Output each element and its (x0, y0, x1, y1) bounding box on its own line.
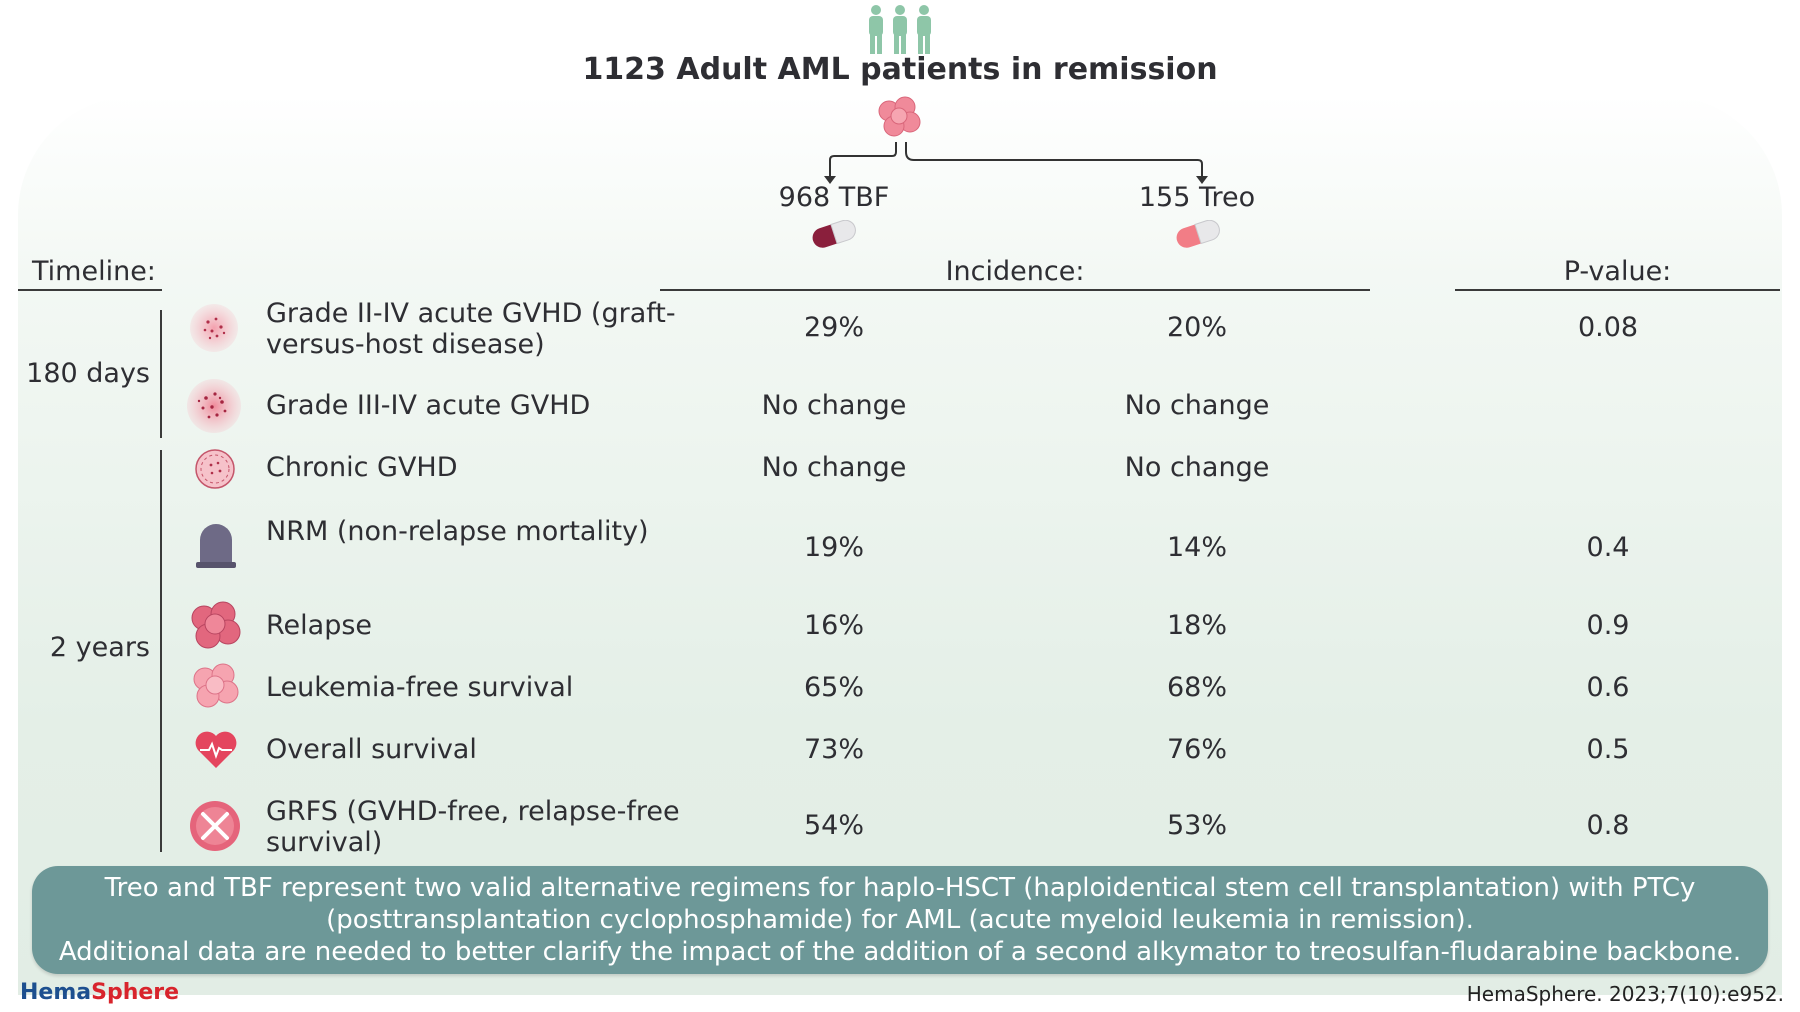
tbf-value: 65% (803, 672, 864, 703)
treo-value: 68% (1166, 672, 1227, 703)
outcome-label: Leukemia-free survival (266, 672, 574, 703)
cell-cluster-icon (193, 663, 239, 708)
leukemia-cells-icon (878, 96, 921, 137)
branch-arrows (824, 142, 1208, 184)
table-row: Grade II-IV acute GVHD (graft-versus-hos… (0, 296, 1800, 366)
gvhd-cell-icon (187, 379, 241, 433)
chronic-gvhd-icon (195, 449, 235, 489)
arm-tbf-label: 968 TBF (778, 182, 890, 213)
outcome-label: Overall survival (266, 734, 477, 765)
page-title: 1123 Adult AML patients in remission (582, 52, 1218, 87)
table-row: GRFS (GVHD-free, relapse-free survival) … (0, 794, 1800, 864)
tbf-value: 16% (803, 610, 864, 641)
treo-value: 18% (1166, 610, 1227, 641)
p-value: 0.4 (1586, 532, 1630, 563)
table-row: Leukemia-free survival 65% 68% 0.6 (0, 658, 1800, 728)
arm-treo-label: 155 Treo (1138, 182, 1256, 213)
outcome-label: Grade III-IV acute GVHD (266, 390, 591, 421)
tbf-value: No change (761, 390, 907, 421)
incidence-rule (660, 289, 1370, 291)
timeline-header: Timeline: (32, 256, 156, 287)
treo-value: No change (1124, 452, 1270, 483)
treo-value: 53% (1166, 810, 1227, 841)
p-value: 0.9 (1586, 610, 1630, 641)
tbf-value: 29% (803, 312, 864, 343)
patients-icon (869, 5, 931, 54)
treo-value: 20% (1166, 312, 1227, 343)
brand-sphere: Sphere (91, 980, 180, 1005)
crossed-cell-icon (190, 801, 240, 851)
outcome-label: Chronic GVHD (266, 452, 458, 483)
tombstone-icon (196, 524, 236, 568)
treo-pill-icon (1176, 220, 1220, 248)
background-panel (18, 95, 1782, 995)
table-row: Relapse 16% 18% 0.9 (0, 596, 1800, 666)
summary-line-3: Additional data are needed to better cla… (58, 937, 1742, 967)
timeline-bracket-180 (160, 310, 162, 438)
treo-value: 14% (1166, 532, 1227, 563)
timeline-bracket-2y (160, 450, 162, 852)
incidence-header: Incidence: (945, 256, 1085, 287)
timeline-rule (18, 289, 162, 291)
tbf-value: 73% (803, 734, 864, 765)
brand-hema: Hema (20, 980, 92, 1005)
heart-icon (195, 731, 237, 768)
summary-line-1: Treo and TBF represent two valid alterna… (104, 873, 1696, 903)
tbf-value: No change (761, 452, 907, 483)
tbf-value: 54% (803, 810, 864, 841)
pvalue-rule (1455, 289, 1780, 291)
table-row: Grade III-IV acute GVHD No change No cha… (0, 376, 1800, 446)
table-row: NRM (non-relapse mortality) 19% 14% 0.4 (0, 514, 1800, 584)
gvhd-cell-icon (190, 304, 238, 352)
p-value: 0.8 (1586, 810, 1630, 841)
outcome-label: Grade II-IV acute GVHD (graft-versus-hos… (266, 298, 676, 360)
p-value: 0.6 (1586, 672, 1630, 703)
leukemia-cells-icon (191, 601, 241, 649)
treo-value: 76% (1166, 734, 1227, 765)
period-180-days: 180 days (26, 358, 150, 389)
outcome-label: Relapse (266, 610, 373, 641)
period-2-years: 2 years (49, 632, 150, 663)
summary-box: Treo and TBF represent two valid alterna… (32, 866, 1768, 974)
table-row: Chronic GVHD No change No change (0, 440, 1800, 510)
p-value: 0.5 (1586, 734, 1630, 765)
table-row: Overall survival 73% 76% 0.5 (0, 720, 1800, 790)
citation: HemaSphere. 2023;7(10):e952. (1466, 982, 1784, 1006)
treo-value: No change (1124, 390, 1270, 421)
summary-line-2: (posttransplantation cyclophosphamide) f… (326, 905, 1474, 935)
outcome-label: NRM (non-relapse mortality) (266, 516, 649, 547)
p-value: 0.08 (1577, 312, 1639, 343)
pvalue-header: P-value: (1563, 256, 1672, 287)
tbf-pill-icon (812, 220, 856, 248)
hemasphere-logo: HemaSphere (20, 980, 179, 1005)
tbf-value: 19% (803, 532, 864, 563)
outcome-label: GRFS (GVHD-free, relapse-free survival) (266, 796, 680, 858)
